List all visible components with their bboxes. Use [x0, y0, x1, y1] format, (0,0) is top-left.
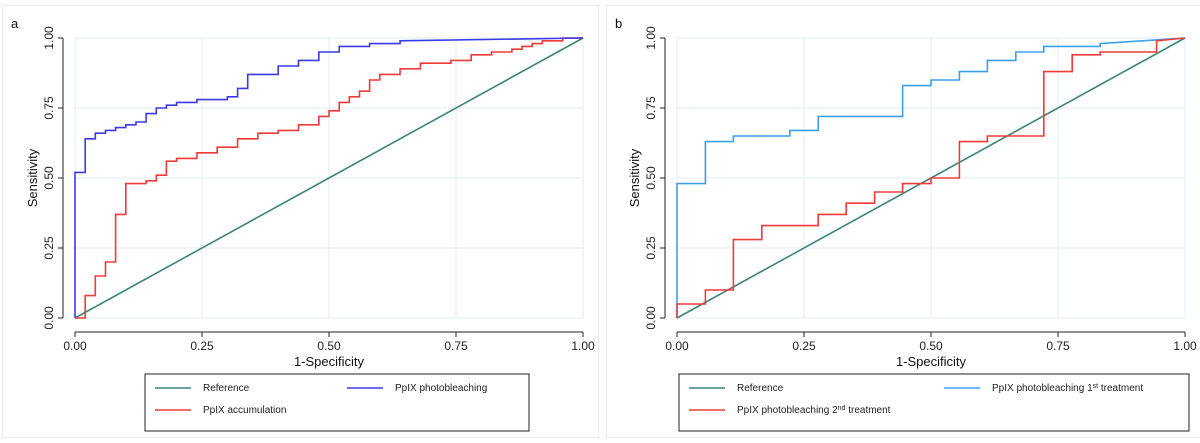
panel-letter-b: b [615, 16, 622, 31]
y-tick-label-b: 0.25 [644, 236, 658, 260]
x-tick-label-b: 0.75 [1046, 339, 1070, 353]
y-tick-label-a: 0.25 [42, 236, 56, 260]
y-tick-label-b: 1.00 [644, 26, 658, 50]
x-tick-label-a: 0.75 [444, 339, 468, 353]
legend-label-ppix-photobleaching-2nd-treatment-b: PpIX photobleaching 2nd treatment [737, 405, 891, 417]
x-axis-title-a: 1-Specificity [294, 354, 365, 369]
y-tick-label-a: 0.75 [42, 96, 56, 120]
x-tick-label-b: 0.25 [792, 339, 816, 353]
x-tick-label-a: 0.00 [63, 339, 87, 353]
x-tick-label-b: 0.50 [919, 339, 943, 353]
x-axis-title-b: 1-Specificity [896, 354, 967, 369]
y-tick-label-b: 0.50 [644, 166, 658, 190]
legend-label-ppix-photobleaching-a: PpIX photobleaching [395, 383, 487, 394]
y-tick-label-a: 0.50 [42, 166, 56, 190]
panel-letter-a: a [11, 16, 19, 31]
legend-box-b [678, 373, 1190, 432]
y-axis-title-a: Sensitivity [25, 148, 40, 207]
x-tick-label-a: 1.00 [571, 339, 595, 353]
y-tick-label-b: 0.00 [644, 306, 658, 330]
legend-label-ppix-accumulation-a: PpIX accumulation [203, 405, 286, 416]
x-tick-label-a: 0.25 [190, 339, 214, 353]
roc-chart-a: a 0.00 0.25 0.50 0.75 1.00 0.00 0.25 0.50 0.75 1.0… [11, 16, 595, 432]
y-axis-title-b: Sensitivity [627, 148, 642, 207]
series-line-ppix-accumulation-a [75, 37, 583, 319]
y-tick-label-a: 0.00 [42, 306, 56, 330]
panel-b: b 0.00 0.25 0.50 0.75 1.00 0.00 0.25 0.50 0.75 1.0… [606, 5, 1200, 438]
series-line-ppix-photobleaching-a [74, 37, 584, 318]
legend-label-reference-b: Reference [737, 383, 784, 394]
x-tick-label-b: 1.00 [1173, 339, 1197, 353]
x-tick-label-a: 0.50 [317, 339, 341, 353]
y-tick-label-a: 1.00 [42, 26, 56, 50]
legend-box-a [144, 373, 530, 432]
y-tick-label-b: 0.75 [644, 96, 658, 120]
legend-label-reference-a: Reference [203, 383, 250, 394]
panel-a: a 0.00 0.25 0.50 0.75 1.00 0.00 0.25 0.50 0.75 1.0… [2, 5, 599, 438]
roc-chart-b: b 0.00 0.25 0.50 0.75 1.00 0.00 0.25 0.50 0.75 1.0… [615, 16, 1197, 432]
x-tick-label-b: 0.00 [665, 339, 689, 353]
series-line-reference-a [74, 37, 584, 319]
legend-label-ppix-photobleaching-1st-treatment-b: PpIX photobleaching 1st treatment [992, 383, 1143, 395]
series-line-ppix-photobleaching-2nd-treatment-b [676, 37, 1186, 318]
series-line-ppix-photobleaching-1st-treatment-b [676, 37, 1186, 318]
